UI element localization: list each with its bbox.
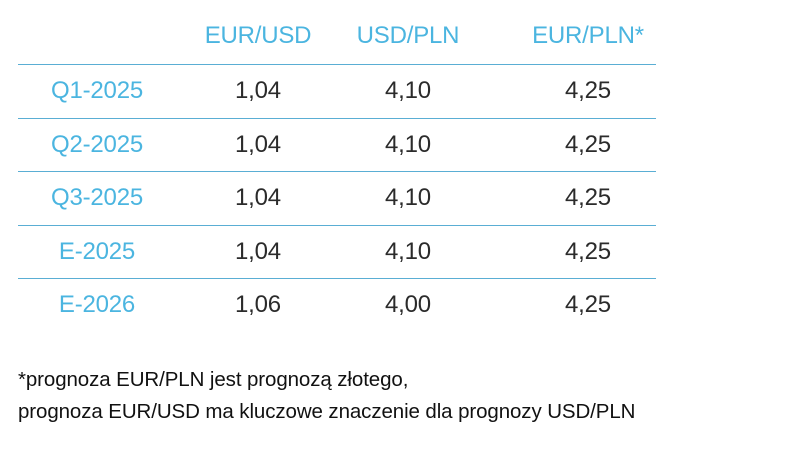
usd-pln-value: 4,10 (385, 77, 431, 105)
footnote-line-2: prognoza EUR/USD ma kluczowe znaczenie d… (18, 400, 636, 423)
eur-pln-value: 4,25 (565, 291, 611, 319)
eur-usd-value: 1,04 (235, 237, 281, 265)
usd-pln-value: 4,00 (385, 291, 431, 319)
eur-usd-value: 1,04 (235, 130, 281, 158)
eur-pln-value: 4,25 (565, 184, 611, 212)
table-row: Q2-2025 1,04 4,10 4,25 (18, 119, 656, 172)
table-row: Q1-2025 1,04 4,10 4,25 (18, 65, 656, 119)
footnote: *prognoza EUR/PLN jest prognozą złotego,… (18, 364, 788, 428)
eur-pln-value: 4,25 (565, 237, 611, 265)
header-usd-pln: USD/PLN (356, 22, 460, 49)
forecast-table: EUR/USD USD/PLN EUR/PLN* Q1-2025 1,04 4,… (18, 0, 656, 332)
table-header-row: EUR/USD USD/PLN EUR/PLN* (18, 0, 656, 65)
row-label: Q3-2025 (51, 184, 143, 212)
usd-pln-value: 4,10 (385, 237, 431, 265)
eur-usd-value: 1,04 (235, 77, 281, 105)
header-eur-usd: EUR/USD (204, 22, 312, 49)
eur-pln-value: 4,25 (565, 77, 611, 105)
table-row: E-2025 1,04 4,10 4,25 (18, 226, 656, 279)
usd-pln-value: 4,10 (385, 130, 431, 158)
table-row: E-2026 1,06 4,00 4,25 (18, 279, 656, 332)
eur-pln-value: 4,25 (565, 130, 611, 158)
usd-pln-value: 4,10 (385, 184, 431, 212)
eur-usd-value: 1,06 (235, 291, 281, 319)
row-label: E-2025 (58, 237, 136, 265)
table-row: Q3-2025 1,04 4,10 4,25 (18, 172, 656, 226)
row-label: E-2026 (58, 291, 136, 319)
footnote-line-1: *prognoza EUR/PLN jest prognozą złotego, (18, 368, 409, 391)
row-label: Q2-2025 (51, 130, 143, 158)
header-empty-cell (18, 0, 176, 64)
row-label: Q1-2025 (51, 77, 143, 105)
header-eur-pln: EUR/PLN* (532, 22, 644, 49)
eur-usd-value: 1,04 (235, 184, 281, 212)
